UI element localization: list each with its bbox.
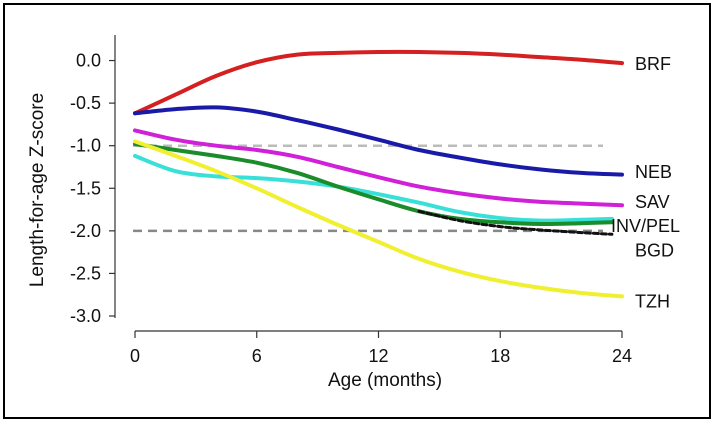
y-tick-label: -0.5 <box>70 93 101 113</box>
y-axis-title: Length-for-age Z-score <box>27 93 48 287</box>
y-tick-label: -3.0 <box>70 306 101 326</box>
series-line-dashed-6 <box>417 209 614 236</box>
series-label-neb: NEB <box>635 162 672 182</box>
series-line-inv-pel <box>133 153 614 223</box>
x-axis-title: Age (months) <box>328 370 442 391</box>
series-labels: BRF NEB SAV INV/PEL BGD TZH <box>611 54 680 312</box>
series-label-sav: SAV <box>635 192 670 212</box>
series-line-tzh <box>133 139 624 299</box>
series-label-brf: BRF <box>635 54 671 74</box>
y-tick-label: 0.0 <box>76 51 101 71</box>
x-tick-label: 18 <box>490 346 510 366</box>
series-label-bgd: BGD <box>635 241 674 261</box>
y-tick-label: -2.5 <box>70 263 101 283</box>
series-line-brf <box>133 49 624 116</box>
series-line-neb <box>133 105 624 177</box>
y-tick-label: -1.0 <box>70 136 101 156</box>
x-tick-label: 6 <box>252 346 262 366</box>
reference-lines <box>133 144 603 233</box>
axes: 0.0 -0.5 -1.0 -1.5 -2.0 -2.5 -3.0 0 6 12 18 24 <box>70 35 632 366</box>
x-tick-label: 12 <box>368 346 388 366</box>
y-tick-label: -1.5 <box>70 178 101 198</box>
x-tick-label: 0 <box>130 346 140 366</box>
series-label-tzh: TZH <box>635 292 670 312</box>
y-tick-label: -2.0 <box>70 221 101 241</box>
series-line-bgd <box>133 142 614 227</box>
chart-frame: 0.0 -0.5 -1.0 -1.5 -2.0 -2.5 -3.0 0 6 12 18 24 BRF N… <box>3 3 711 419</box>
series-line-sav <box>133 128 624 208</box>
series-lines <box>133 49 624 299</box>
series-label-inv-pel: INV/PEL <box>611 216 680 236</box>
line-chart: 0.0 -0.5 -1.0 -1.5 -2.0 -2.5 -3.0 0 6 12 18 24 BRF N… <box>27 35 680 391</box>
x-tick-label: 24 <box>612 346 632 366</box>
